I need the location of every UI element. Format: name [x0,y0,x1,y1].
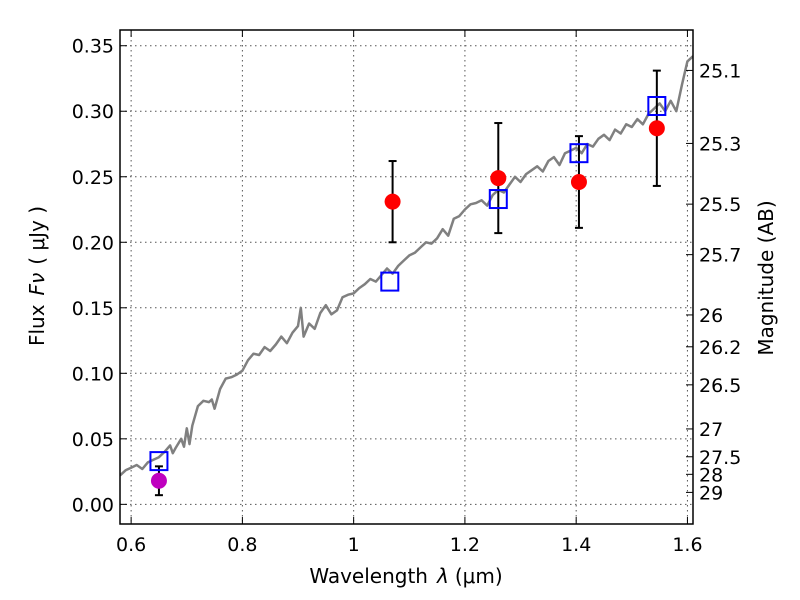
x-tick-label: 1.4 [561,534,591,556]
x-tick-label: 1.6 [672,534,702,556]
ticks-layer [120,30,693,524]
grid [120,30,693,524]
model-photometry-marker [488,189,508,210]
model-photometry-layer [149,96,667,472]
y-tick-label: 0.00 [72,494,114,516]
magnitude-tick-label: 29 [699,482,723,504]
x-tick-labels: 0.6 0.8 1 1.2 1.4 1.6 [116,534,703,556]
magnitude-tick-label: 26 [699,305,723,327]
model-spectrum-layer [120,55,693,477]
magnitude-tick-label: 26.2 [699,337,741,359]
x-axis-label: Wavelength λ (μm) [309,564,502,588]
magnitude-tick-label: 27.5 [699,447,741,469]
model-photometry-marker [569,143,589,164]
y-tick-label: 0.20 [72,232,114,254]
observed-flux-point [570,174,587,190]
data-point-layer [150,120,665,489]
magnitude-tick-label: 25.7 [699,245,741,267]
y-tick-label: 0.30 [72,101,114,123]
magnitude-tick-label: 28 [699,464,723,486]
magnitude-axis-label: Magnitude (AB) [754,200,778,355]
x-tick-label: 0.6 [116,534,146,556]
model-spectrum-line [120,55,693,477]
plot-frame [119,29,694,525]
observed-flux-point [384,193,401,210]
y-axis-label: FluxFν( μJy ) [25,206,49,346]
magnitude-tick-label: 27 [699,419,723,441]
x-tick-label: 0.8 [227,534,257,556]
y-tick-label: 0.15 [72,298,114,320]
y-tick-label: 0.35 [72,36,114,58]
dropout-flux-point [150,472,167,489]
model-photometry-marker [380,271,400,292]
errorbar-layer [154,69,661,497]
model-photometry-marker [149,451,169,472]
observed-flux-point [490,170,507,187]
magnitude-tick-label: 25.1 [699,60,741,82]
observed-flux-point [648,120,665,137]
magnitude-tick-label: 25.3 [699,133,741,155]
x-tick-label: 1 [348,534,360,556]
y-tick-label: 0.10 [72,363,114,385]
y-tick-labels: 0.00 0.05 0.10 0.15 0.20 0.25 0.30 0.35 [72,36,114,517]
y-tick-label: 0.25 [72,167,114,189]
magnitude-tick-label: 26.5 [699,375,741,397]
x-tick-label: 1.2 [450,534,480,556]
y-tick-label: 0.05 [72,429,114,451]
magnitude-tick-label: 25.5 [699,194,741,216]
model-photometry-marker [647,96,667,116]
